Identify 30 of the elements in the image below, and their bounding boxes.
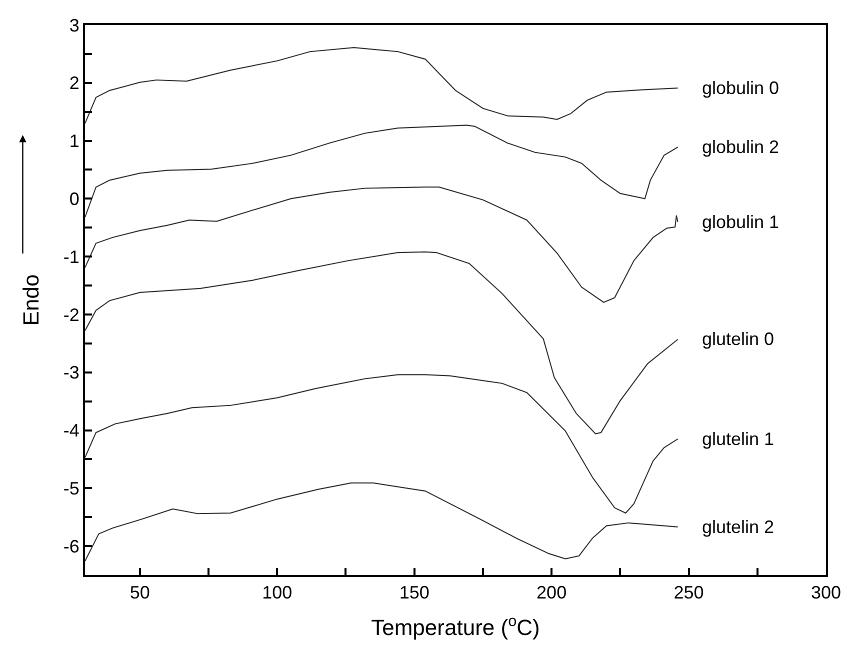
- y-axis-title: Endo: [18, 274, 44, 326]
- line-series: [85, 124, 678, 218]
- x-tick-label: 100: [262, 582, 292, 603]
- line-series: [85, 482, 678, 562]
- y-tick-label: 0: [69, 188, 80, 209]
- line-series: [85, 186, 678, 303]
- y-tick-label: -5: [63, 478, 80, 498]
- x-tick-label: 250: [674, 582, 704, 603]
- x-tick-label: 200: [536, 582, 567, 603]
- y-tick-label: 1: [69, 131, 80, 152]
- y-tick-label: -3: [63, 362, 80, 383]
- x-tick-label: 300: [810, 582, 842, 603]
- y-tick-label: 2: [69, 73, 80, 94]
- series-label: glutelin 2: [702, 517, 774, 537]
- y-tick-label: -2: [63, 304, 80, 325]
- line-series: [85, 251, 678, 434]
- x-tick-label: 50: [130, 582, 150, 603]
- y-tick-label: -6: [63, 536, 80, 556]
- line-series: [85, 47, 678, 124]
- y-tick-label: 3: [69, 15, 80, 36]
- series-label: glutelin 0: [702, 329, 774, 349]
- series-label: globulin 2: [702, 137, 780, 157]
- y-tick-label: -1: [63, 246, 80, 267]
- series-label: globulin 0: [702, 78, 780, 98]
- line-series: [85, 374, 678, 514]
- y-tick-label: -4: [63, 420, 80, 441]
- x-tick-label: 150: [399, 582, 430, 603]
- series-label: globulin 1: [702, 212, 780, 232]
- x-axis-title: Temperature ($^{o}$C): [371, 612, 540, 640]
- series-label: glutelin 1: [702, 429, 774, 449]
